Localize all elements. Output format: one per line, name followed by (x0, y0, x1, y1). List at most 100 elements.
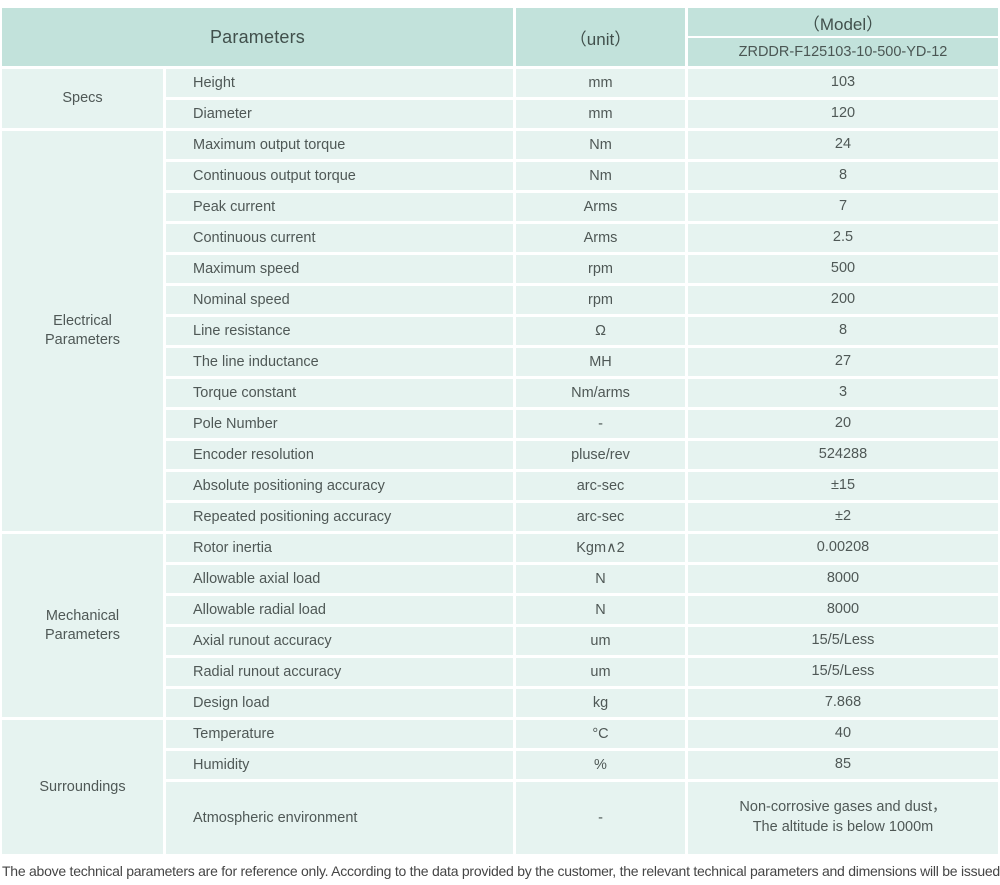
parameter-name-cell: Continuous current (166, 224, 513, 252)
parameter-name-cell: Allowable radial load (166, 596, 513, 624)
parameter-name-cell: The line inductance (166, 348, 513, 376)
value-cell: 15/5/Less (688, 627, 998, 655)
section-rows: Height mm 103 Diameter mm 120 (166, 69, 998, 128)
parameter-name-cell: Continuous output torque (166, 162, 513, 190)
table-row: Axial runout accuracy um 15/5/Less (166, 627, 998, 655)
parameter-name-cell: Allowable axial load (166, 565, 513, 593)
header-model-label: （Model） (688, 8, 998, 36)
parameter-name-cell: Maximum output torque (166, 131, 513, 159)
parameter-name-cell: Humidity (166, 751, 513, 779)
parameter-name-cell: Nominal speed (166, 286, 513, 314)
unit-cell: Ω (516, 317, 685, 345)
table-row: Height mm 103 (166, 69, 998, 97)
section-rows: Maximum output torque Nm 24 Continuous o… (166, 131, 998, 531)
section-label: Specs (2, 69, 163, 128)
table-row: Nominal speed rpm 200 (166, 286, 998, 314)
parameter-name-cell: Radial runout accuracy (166, 658, 513, 686)
parameter-name-cell: Peak current (166, 193, 513, 221)
value-cell: 0.00208 (688, 534, 998, 562)
unit-cell: N (516, 565, 685, 593)
value-cell: 8000 (688, 565, 998, 593)
table-row: Pole Number - 20 (166, 410, 998, 438)
table-row: The line inductance MH 27 (166, 348, 998, 376)
value-cell: ±15 (688, 472, 998, 500)
value-cell: Non-corrosive gases and dust， The altitu… (688, 782, 998, 854)
table-row: Continuous current Arms 2.5 (166, 224, 998, 252)
parameter-name-cell: Diameter (166, 100, 513, 128)
parameter-name-cell: Pole Number (166, 410, 513, 438)
table-row: Repeated positioning accuracy arc-sec ±2 (166, 503, 998, 531)
unit-cell: Arms (516, 193, 685, 221)
header-model-column: （Model） ZRDDR-F125103-10-500-YD-12 (688, 8, 998, 66)
unit-cell: um (516, 627, 685, 655)
spec-table: Parameters （unit） （Model） ZRDDR-F125103-… (2, 8, 998, 854)
unit-cell: Nm (516, 131, 685, 159)
parameter-name-cell: Axial runout accuracy (166, 627, 513, 655)
parameter-name-cell: Atmospheric environment (166, 782, 513, 854)
table-section: Specs Height mm 103 Diameter mm 120 (2, 69, 998, 128)
parameter-name-cell: Torque constant (166, 379, 513, 407)
header-model-value: ZRDDR-F125103-10-500-YD-12 (688, 38, 998, 66)
parameter-name-cell: Encoder resolution (166, 441, 513, 469)
unit-cell: Nm (516, 162, 685, 190)
value-cell: 27 (688, 348, 998, 376)
value-cell: 200 (688, 286, 998, 314)
table-row: Allowable axial load N 8000 (166, 565, 998, 593)
header-parameters-label: Parameters (2, 8, 513, 66)
unit-cell: Nm/arms (516, 379, 685, 407)
table-header: Parameters （unit） （Model） ZRDDR-F125103-… (2, 8, 998, 66)
table-row: Maximum speed rpm 500 (166, 255, 998, 283)
table-row: Absolute positioning accuracy arc-sec ±1… (166, 472, 998, 500)
table-row: Temperature °C 40 (166, 720, 998, 748)
table-section: Electrical Parameters Maximum output tor… (2, 131, 998, 531)
unit-cell: MH (516, 348, 685, 376)
table-row: Maximum output torque Nm 24 (166, 131, 998, 159)
parameter-name-cell: Maximum speed (166, 255, 513, 283)
section-rows: Rotor inertia Kgm∧2 0.00208 Allowable ax… (166, 534, 998, 717)
value-cell: 2.5 (688, 224, 998, 252)
unit-cell: arc-sec (516, 503, 685, 531)
value-cell: 103 (688, 69, 998, 97)
section-rows: Temperature °C 40 Humidity % 85 Atmosphe… (166, 720, 998, 854)
section-label: Electrical Parameters (2, 131, 163, 531)
value-cell: 524288 (688, 441, 998, 469)
table-row: Allowable radial load N 8000 (166, 596, 998, 624)
value-cell: 7 (688, 193, 998, 221)
table-row: Peak current Arms 7 (166, 193, 998, 221)
unit-cell: - (516, 782, 685, 854)
parameter-name-cell: Temperature (166, 720, 513, 748)
table-row: Design load kg 7.868 (166, 689, 998, 717)
value-cell: 8000 (688, 596, 998, 624)
parameter-name-cell: Rotor inertia (166, 534, 513, 562)
parameter-name-cell: Line resistance (166, 317, 513, 345)
parameter-name-cell: Repeated positioning accuracy (166, 503, 513, 531)
value-cell: ±2 (688, 503, 998, 531)
unit-cell: um (516, 658, 685, 686)
section-label: Surroundings (2, 720, 163, 854)
parameter-name-cell: Height (166, 69, 513, 97)
table-row: Atmospheric environment - Non-corrosive … (166, 782, 998, 854)
unit-cell: mm (516, 100, 685, 128)
table-row: Encoder resolution pluse/rev 524288 (166, 441, 998, 469)
table-body: Specs Height mm 103 Diameter mm 120 Elec… (2, 69, 998, 854)
unit-cell: rpm (516, 255, 685, 283)
unit-cell: kg (516, 689, 685, 717)
value-cell: 15/5/Less (688, 658, 998, 686)
unit-cell: Arms (516, 224, 685, 252)
value-cell: 8 (688, 162, 998, 190)
table-row: Line resistance Ω 8 (166, 317, 998, 345)
unit-cell: N (516, 596, 685, 624)
value-cell: 40 (688, 720, 998, 748)
table-row: Radial runout accuracy um 15/5/Less (166, 658, 998, 686)
table-row: Rotor inertia Kgm∧2 0.00208 (166, 534, 998, 562)
table-row: Humidity % 85 (166, 751, 998, 779)
table-row: Diameter mm 120 (166, 100, 998, 128)
unit-cell: rpm (516, 286, 685, 314)
value-cell: 20 (688, 410, 998, 438)
value-cell: 85 (688, 751, 998, 779)
value-cell: 500 (688, 255, 998, 283)
unit-cell: - (516, 410, 685, 438)
parameter-name-cell: Absolute positioning accuracy (166, 472, 513, 500)
table-section: Mechanical Parameters Rotor inertia Kgm∧… (2, 534, 998, 717)
